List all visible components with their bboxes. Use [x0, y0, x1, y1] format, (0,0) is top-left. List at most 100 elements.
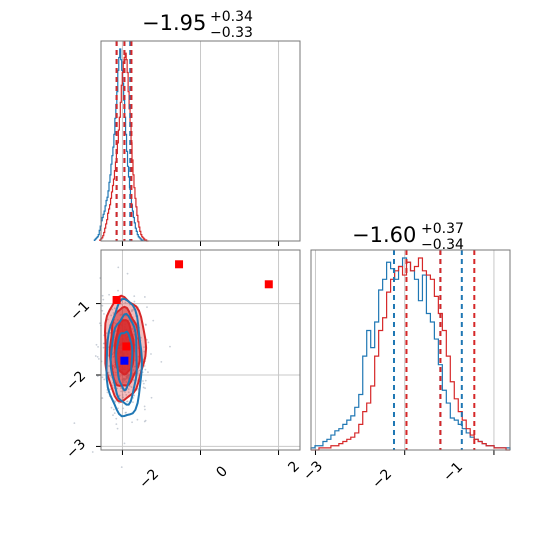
- sample-point: [133, 300, 136, 303]
- title-param-2-plus: +0.37: [421, 221, 464, 237]
- sample-point: [95, 343, 98, 346]
- sample-point: [113, 412, 116, 415]
- sample-point: [121, 396, 124, 399]
- sample-point: [117, 289, 119, 292]
- histogram-series-2: [311, 257, 510, 451]
- sample-point: [94, 355, 97, 357]
- y-tick-labels-param-2: −3 −2 −1: [63, 298, 93, 462]
- sample-point: [143, 346, 146, 349]
- sample-point: [125, 400, 128, 403]
- sample-point: [142, 380, 144, 382]
- sample-point: [132, 401, 134, 404]
- sample-point: [107, 354, 110, 357]
- panel-hist-param-1: [93, 40, 301, 246]
- sample-point: [103, 378, 106, 381]
- sample-point: [73, 422, 76, 425]
- contour-series-1: [115, 330, 134, 392]
- y-tick-label: −3: [63, 436, 89, 462]
- sample-point: [150, 353, 152, 355]
- sample-point: [113, 307, 116, 310]
- sample-point: [143, 350, 146, 353]
- sample-point: [169, 345, 171, 348]
- title-param-1-median: −1.95: [142, 11, 206, 35]
- x-tick-labels-param-1: −2 0 2: [136, 458, 303, 492]
- sample-point: [144, 387, 147, 390]
- sample-point: [143, 365, 146, 367]
- contour-series-1: [109, 312, 138, 406]
- x-tick-labels-param-2: −3 −2 −1: [300, 458, 466, 492]
- sample-point: [147, 371, 149, 374]
- title-param-1-minus: −0.33: [210, 25, 253, 41]
- sample-point: [112, 312, 115, 314]
- panel-hist-param-2: [310, 249, 511, 455]
- sample-point: [124, 411, 127, 414]
- sample-point: [144, 408, 146, 411]
- sample-point: [110, 406, 113, 409]
- sample-point: [144, 419, 147, 422]
- sample-point: [107, 371, 110, 374]
- sample-point: [106, 318, 109, 321]
- sample-point: [96, 375, 99, 378]
- sample-point: [114, 401, 117, 403]
- title-param-1-plus: +0.34: [210, 9, 253, 25]
- sample-point: [108, 365, 111, 367]
- sample-point: [143, 296, 146, 298]
- sample-point: [133, 394, 136, 397]
- sample-point: [136, 418, 139, 421]
- sample-point: [115, 423, 118, 426]
- sample-point: [97, 358, 100, 360]
- sample-point: [130, 386, 133, 389]
- y-tick-label: −1: [67, 298, 93, 324]
- sample-point: [147, 341, 150, 344]
- sample-point: [102, 346, 105, 349]
- sample-point: [102, 298, 105, 301]
- marker-point-series-2: [264, 280, 273, 289]
- sample-point: [115, 417, 118, 420]
- sample-point: [126, 272, 129, 275]
- sample-point: [144, 368, 147, 371]
- sample-point: [133, 295, 136, 297]
- contour-series-1: [105, 297, 143, 418]
- sample-point: [112, 408, 115, 411]
- marker-point-series-2: [175, 260, 184, 269]
- sample-point: [152, 319, 155, 322]
- sample-point: [96, 355, 99, 358]
- panel-2d-density: [73, 249, 301, 468]
- title-param-2-minus: −0.34: [421, 237, 464, 253]
- sample-point: [145, 324, 147, 326]
- sample-point: [144, 379, 147, 382]
- y-tick-label: −2: [63, 368, 89, 394]
- sample-point: [128, 385, 131, 388]
- title-param-2-median: −1.60: [352, 223, 416, 247]
- sample-point: [131, 421, 133, 424]
- title-param-1: −1.95 +0.34 −0.33: [142, 9, 253, 41]
- sample-point: [120, 466, 123, 468]
- sample-point: [143, 405, 146, 408]
- sample-point: [111, 308, 114, 311]
- sample-point: [108, 293, 111, 296]
- sample-point: [103, 312, 105, 315]
- marker-point-series-2: [122, 342, 131, 351]
- sample-point: [123, 442, 126, 445]
- sample-point: [127, 388, 130, 391]
- sample-point: [116, 387, 119, 390]
- sample-point: [101, 376, 104, 379]
- histogram-series-1: [310, 257, 511, 450]
- x-tick-label: −2: [369, 466, 395, 492]
- sample-point: [121, 394, 124, 396]
- sample-point: [131, 309, 133, 312]
- sample-point: [101, 397, 104, 399]
- sample-point: [124, 301, 127, 304]
- sample-point: [91, 451, 94, 453]
- sample-point: [120, 390, 123, 393]
- sample-point: [97, 345, 99, 348]
- sample-point: [124, 391, 126, 393]
- sample-point: [127, 391, 130, 394]
- x-tick-label: −3: [300, 458, 326, 484]
- sample-point: [101, 294, 104, 297]
- histogram-series-1: [93, 48, 144, 241]
- sample-point: [138, 369, 141, 372]
- sample-point: [110, 314, 113, 317]
- sample-point: [117, 407, 119, 410]
